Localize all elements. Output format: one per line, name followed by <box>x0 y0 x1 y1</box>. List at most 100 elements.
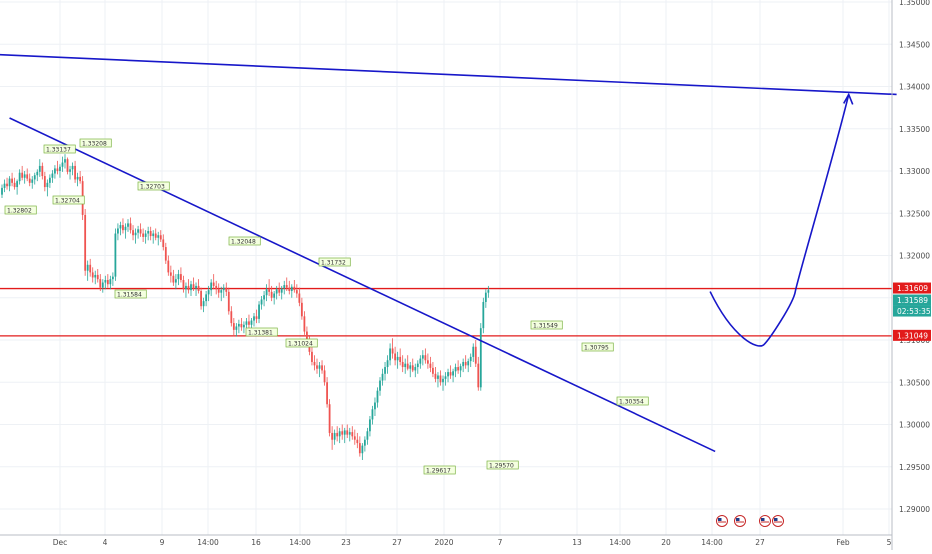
candle-body <box>369 419 371 432</box>
candle-body <box>190 284 192 291</box>
pivot-labels: 1.32802 1.33137 1.32704 1.33208 1.32703 1.315… <box>4 138 649 475</box>
flag-canton <box>761 518 765 521</box>
candle-body <box>255 316 258 319</box>
candle-body <box>106 280 109 285</box>
projection-arrow-path[interactable] <box>709 94 850 347</box>
candles <box>1 154 490 460</box>
y-tick-label: 1.30000 <box>899 421 930 430</box>
candle-body <box>328 404 331 433</box>
candle-body <box>139 229 142 234</box>
candle-body <box>351 432 354 437</box>
candle-body <box>250 320 253 325</box>
candle-body <box>363 439 366 446</box>
candle-body <box>144 233 147 237</box>
candle-body <box>356 439 359 444</box>
candle-body <box>316 365 318 369</box>
candle-body <box>162 239 165 248</box>
horizontal-levels[interactable] <box>0 287 892 337</box>
candle-body <box>442 378 444 383</box>
candle-body <box>386 360 389 368</box>
pivot-label-box <box>245 327 278 337</box>
candle-body <box>437 375 439 379</box>
candle-body <box>157 235 160 238</box>
y-tick-label: 1.33000 <box>899 167 930 176</box>
pivot-label: 1.32703 <box>140 184 165 191</box>
pivot-label: 1.31024 <box>288 341 313 348</box>
candle-body <box>449 372 452 376</box>
candle-body <box>180 274 182 281</box>
countdown-box <box>893 305 931 317</box>
y-tick-label: 1.30500 <box>899 378 930 387</box>
pivot-label: 1.31549 <box>533 323 558 330</box>
pivot-label-box <box>285 338 318 348</box>
candle-body <box>114 233 117 277</box>
pivot-label-box <box>318 257 351 267</box>
candle-body <box>230 311 233 324</box>
candle-body <box>275 289 278 294</box>
lower-level-price-box-text: 1.31049 <box>897 331 928 340</box>
pivot-label: 1.33208 <box>82 141 107 148</box>
candle-body <box>409 365 412 369</box>
candle-body <box>265 289 268 296</box>
countdown-box-text: 02:53:35 <box>897 307 931 316</box>
candle-body <box>487 290 490 293</box>
candle-body <box>210 282 213 291</box>
candle-body <box>137 229 139 233</box>
candle-body <box>270 291 273 298</box>
candle-body <box>346 430 349 435</box>
candle-body <box>358 443 361 454</box>
candle-body <box>477 363 480 388</box>
candle-body <box>318 365 321 369</box>
candle-body <box>182 280 185 290</box>
candle-body <box>38 165 41 172</box>
x-tick-label: 16 <box>251 538 261 547</box>
candle-body <box>447 372 449 377</box>
pivot-label-box <box>228 236 261 246</box>
candle-body <box>379 380 381 391</box>
candle-body <box>462 361 465 367</box>
candle-body <box>338 431 341 437</box>
y-tick-label: 1.35000 <box>899 0 930 7</box>
candle-body <box>18 172 21 182</box>
candle-body <box>298 293 301 303</box>
x-tick-label: 14:00 <box>197 538 219 547</box>
trendline-long-downtrend[interactable] <box>0 53 897 96</box>
flag-canton <box>736 518 740 521</box>
candle-body <box>401 361 404 368</box>
economic-events[interactable] <box>716 515 784 527</box>
drawings[interactable] <box>0 53 897 453</box>
x-tick-label: Dec <box>53 538 68 547</box>
candle-body <box>129 223 132 231</box>
current-price-box-text: 1.31589 <box>897 296 928 305</box>
candle-body <box>91 272 94 278</box>
x-tick-label: 9 <box>160 538 165 547</box>
candle-body <box>459 366 462 371</box>
candle-body <box>177 274 180 280</box>
candle-body <box>200 290 202 307</box>
candle-body <box>71 165 74 170</box>
candle-body <box>225 287 228 292</box>
candle-body <box>66 159 69 172</box>
y-tick-label: 1.29000 <box>899 505 930 514</box>
candle-body <box>399 356 402 362</box>
candle-body <box>326 382 328 405</box>
y-tick-label: 1.34500 <box>899 40 930 49</box>
candle-body <box>169 272 172 276</box>
upper-level-price-box-text: 1.31609 <box>897 284 928 293</box>
candle-body <box>192 284 195 289</box>
candle-body <box>227 291 230 312</box>
candle-body <box>64 159 66 163</box>
trendline-short-downtrend[interactable] <box>9 117 716 453</box>
candle-body <box>16 181 19 188</box>
candle-body <box>212 282 215 286</box>
candle-body <box>59 166 61 171</box>
candle-body <box>21 172 24 178</box>
candle-body <box>132 230 134 236</box>
candle-body <box>222 287 225 291</box>
pivot-label: 1.31381 <box>248 330 273 337</box>
candle-body <box>101 282 104 288</box>
y-tick-label: 1.32500 <box>899 209 930 218</box>
candle-body <box>117 228 119 234</box>
